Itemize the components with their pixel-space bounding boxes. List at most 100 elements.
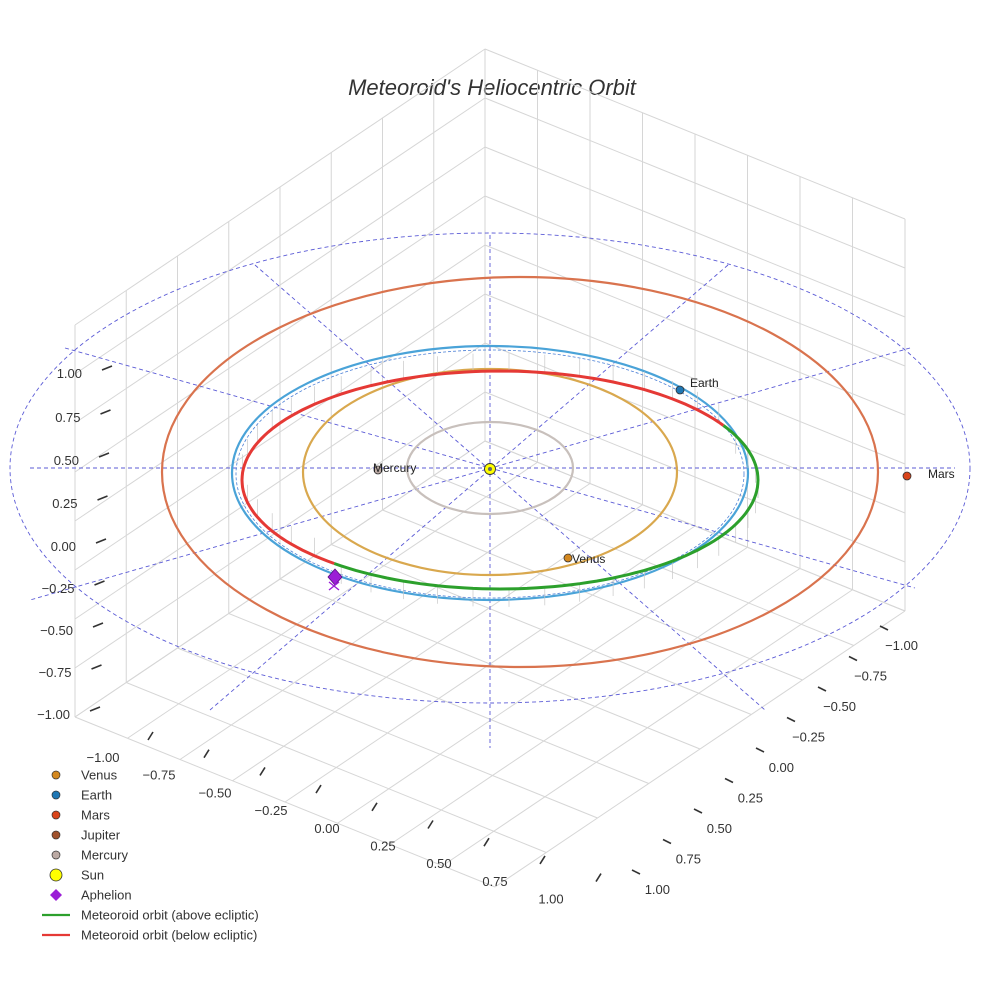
z-tick-mark [95, 538, 107, 544]
legend-item: Meteoroid orbit (above ecliptic) [42, 908, 259, 923]
y-tick-label: −1.00 [885, 638, 918, 653]
grid-lines [74, 48, 906, 888]
grid-line [442, 589, 853, 867]
y-tick-label: 0.25 [738, 791, 763, 806]
legend-item: Jupiter [51, 828, 121, 843]
z-tick-label: 0.75 [55, 410, 80, 425]
legend-swatch [51, 770, 61, 780]
sun-core [488, 467, 492, 471]
z-tick-label: 0.50 [54, 453, 79, 468]
legend-item: Aphelion [50, 888, 132, 903]
x-tick-mark [203, 749, 210, 759]
z-tick-label: −0.75 [39, 665, 72, 680]
x-tick-label: 1.00 [538, 892, 563, 907]
axis-ticks: −1.00 −0.75 −0.50 −0.25 0.00 0.25 0.50 0.75 1.00… [37, 365, 918, 907]
planet-marker-venus [563, 553, 573, 563]
z-tick-label: 0.00 [51, 539, 76, 554]
y-tick-label: 0.75 [676, 852, 701, 867]
grid-line [337, 546, 748, 824]
grid-line [74, 716, 496, 888]
grid-line [74, 48, 486, 326]
grid-line [484, 146, 906, 318]
orbit-earth [230, 344, 750, 602]
z-tick-label: −0.25 [42, 581, 75, 596]
y-tick-label: 0.00 [769, 760, 794, 775]
y-tick-mark [724, 777, 734, 784]
x-tick-mark [147, 731, 154, 741]
z-tick-label: 0.25 [52, 496, 77, 511]
legend-swatch [51, 790, 61, 800]
x-tick-label: 0.25 [370, 839, 395, 854]
legend-swatch [50, 889, 62, 901]
x-tick-mark [259, 766, 266, 776]
planet-marker-mercury [373, 465, 383, 475]
x-tick-mark [427, 820, 434, 829]
z-tick-label: −0.50 [40, 623, 73, 638]
legend-label: Mercury [81, 848, 128, 863]
legend-swatch [51, 830, 61, 840]
y-tick-mark [631, 869, 641, 875]
planet-label-venus: Venus [572, 552, 605, 566]
legend-item: Meteoroid orbit (below ecliptic) [42, 928, 257, 943]
planet-label-earth: Earth [690, 376, 719, 390]
y-tick-mark [879, 625, 889, 631]
grid-line [484, 244, 906, 416]
planet-marker-earth [675, 385, 685, 395]
grid-line [484, 195, 906, 367]
x-tick-mark [371, 802, 378, 812]
orbit-mars [160, 275, 880, 669]
x-tick-label: 0.75 [482, 874, 507, 889]
y-tick-label: −0.75 [854, 669, 887, 684]
x-tick-label: −0.25 [255, 803, 288, 818]
legend-item: Mercury [51, 848, 128, 863]
z-tick-mark [97, 495, 108, 501]
orbit-earth-reference [235, 349, 745, 599]
legend-label: Venus [81, 768, 118, 783]
y-tick-mark [817, 686, 827, 692]
legend-label: Sun [81, 868, 104, 883]
grid-line [389, 568, 801, 845]
legend-swatch [49, 868, 63, 882]
y-tick-label: 0.50 [707, 821, 732, 836]
z-tick-mark [101, 365, 113, 371]
markers: Mercury Venus Earth Mars [327, 376, 955, 591]
meteoroid-orbit [240, 353, 760, 607]
meteoroid-orbit-above [333, 424, 760, 591]
legend-label: Aphelion [81, 888, 132, 903]
z-tick-mark [98, 452, 110, 458]
z-tick-mark [89, 706, 101, 712]
grid-line [74, 195, 486, 473]
legend-item: Sun [49, 868, 104, 883]
z-tick-mark [100, 409, 111, 415]
grid-line [74, 97, 486, 375]
legend-swatch [51, 850, 61, 860]
ecliptic-line [254, 264, 766, 711]
grid-line [74, 244, 486, 522]
ecliptic-reference [9, 232, 971, 748]
aphelion-projection-marker [328, 581, 340, 591]
z-tick-label: 1.00 [57, 366, 82, 381]
legend-label: Mars [81, 808, 110, 823]
x-tick-mark [539, 855, 546, 865]
y-tick-mark [848, 655, 858, 662]
legend-item: Venus [51, 768, 118, 783]
legend-item: Mars [51, 808, 110, 823]
orbit-mercury [405, 420, 575, 516]
x-tick-label: −1.00 [87, 750, 120, 765]
y-tick-label: −0.50 [823, 699, 856, 714]
grid-line [494, 610, 906, 888]
grid-line [74, 146, 486, 424]
legend-label: Jupiter [81, 828, 121, 843]
grid-line [177, 647, 598, 819]
y-tick-mark [786, 716, 796, 723]
z-tick-label: −1.00 [37, 707, 70, 722]
planet-marker-mars [902, 471, 912, 481]
y-tick-mark [693, 808, 703, 814]
x-tick-mark [483, 837, 490, 847]
y-tick-mark [662, 838, 672, 845]
y-tick-label: −0.25 [792, 730, 825, 745]
orbit-venus [301, 367, 679, 577]
x-tick-label: −0.50 [199, 785, 232, 800]
grid-line [484, 97, 906, 269]
